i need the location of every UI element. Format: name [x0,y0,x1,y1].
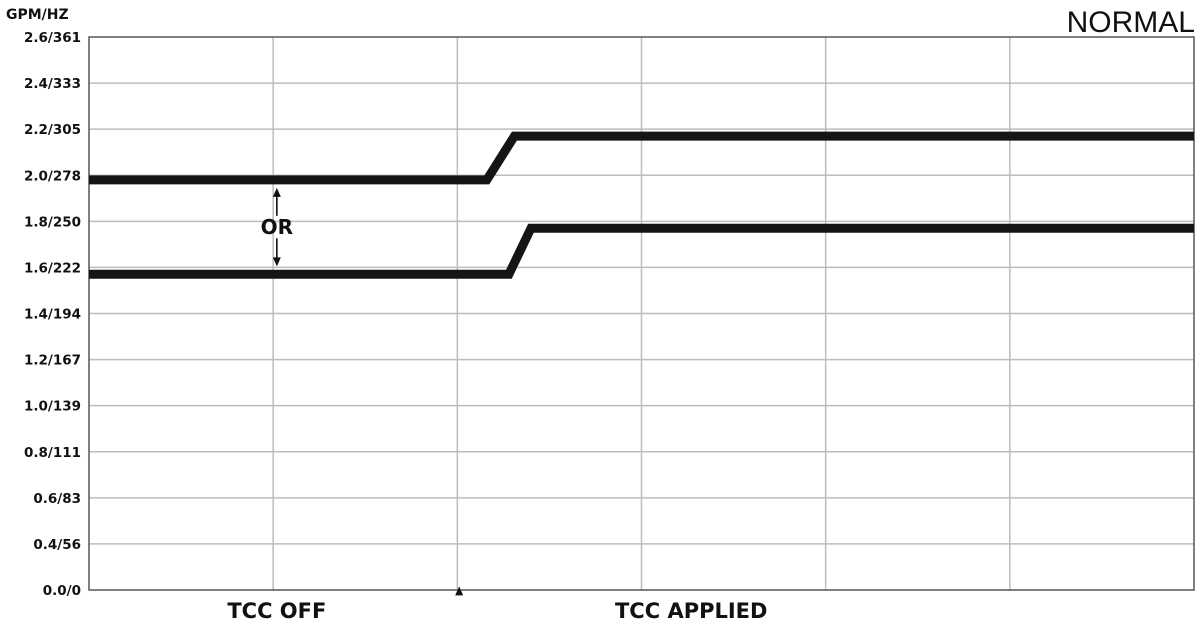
y-tick-label: 0.0/0 [43,583,81,599]
annotations: OR [261,187,464,596]
y-tick-label: 1.8/250 [24,214,81,230]
grid [89,37,1194,590]
y-tick-label: 1.6/222 [24,260,81,276]
y-tick-label: 2.6/361 [24,30,81,46]
or-label: OR [261,215,293,239]
arrow-up-icon [455,586,464,596]
y-tick-label: 1.0/139 [24,399,81,415]
y-tick-label: 0.4/56 [33,537,81,553]
y-tick-label: 2.2/305 [24,122,81,138]
arrow-up-icon [272,187,281,197]
series-line-1 [89,131,1194,185]
x-label-tcc-off: TCC OFF [227,599,326,623]
y-tick-label: 1.4/194 [24,307,81,323]
series-lines [89,131,1194,279]
y-tick-label: 0.6/83 [33,491,81,507]
plot-frame [88,36,1195,591]
series-line-2 [89,223,1194,279]
y-tick-label: 0.8/111 [24,445,81,461]
mode-label: NORMAL [1067,6,1195,39]
y-tick-label: 1.2/167 [24,353,81,369]
y-axis-label: GPM/HZ [6,7,69,23]
x-label-tcc-applied: TCC APPLIED [615,599,767,623]
x-axis-labels: TCC OFF TCC APPLIED [227,599,767,623]
y-tick-label: 2.0/278 [24,168,81,184]
y-tick-label: 2.4/333 [24,76,81,92]
arrow-down-icon [272,257,281,267]
y-tick-labels: 0.0/0 0.4/56 0.6/83 0.8/111 1.0/139 1.2/167 1.… [24,30,81,599]
